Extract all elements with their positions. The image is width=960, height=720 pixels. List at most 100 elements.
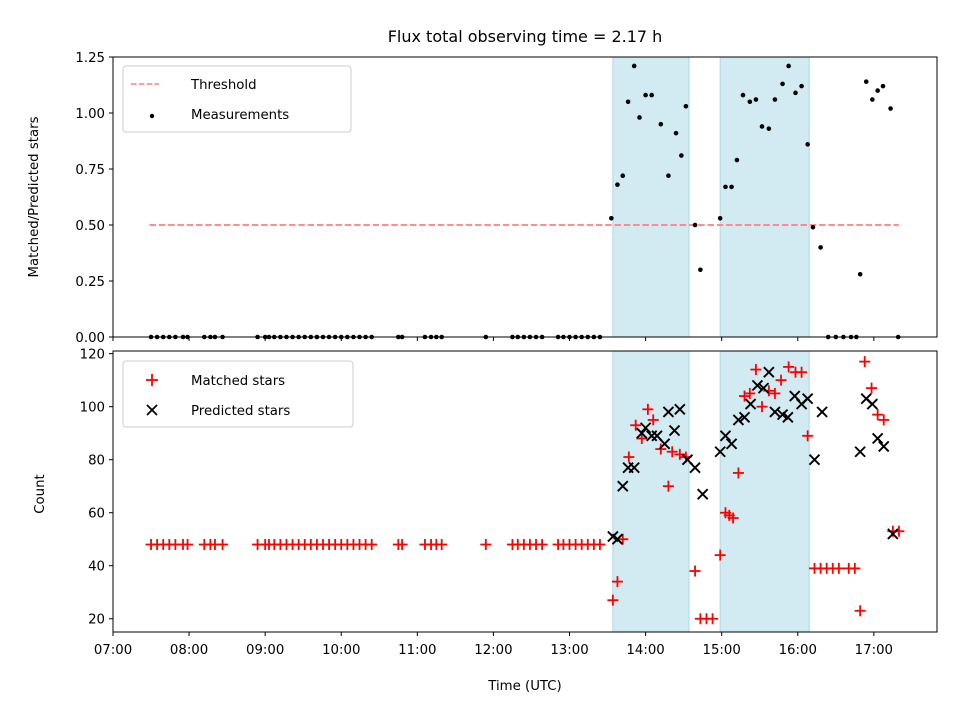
bottom-y-tick-label: 120 xyxy=(80,348,105,363)
top-y-tick-label: 0.75 xyxy=(75,163,105,178)
matched-stars-point xyxy=(607,594,619,606)
matched-stars-point xyxy=(707,613,719,625)
predicted-stars-point xyxy=(696,488,709,500)
measurement-point xyxy=(747,99,753,105)
predicted-legend-label: Predicted stars xyxy=(191,404,290,419)
predicted-stars-point xyxy=(738,411,751,423)
matched-stars-point xyxy=(617,533,629,545)
matched-stars-point xyxy=(662,480,674,492)
top-y-tick-label: 0.25 xyxy=(75,275,105,290)
x-tick-label: 12:00 xyxy=(474,643,512,658)
measurement-point xyxy=(888,106,893,111)
measurement-point xyxy=(692,222,698,228)
measurement-point xyxy=(637,115,642,120)
top-axes-frame xyxy=(112,56,938,338)
matched-stars-point xyxy=(739,390,751,402)
measurement-point xyxy=(649,92,654,98)
matched-stars-point xyxy=(732,467,744,479)
matched-stars-point xyxy=(480,539,492,551)
predicted-stars-point xyxy=(816,406,828,418)
matched-stars-point xyxy=(859,356,871,368)
measurement-point xyxy=(863,79,869,84)
bottom-legend: Matched stars Predicted stars xyxy=(122,360,354,428)
bottom-y-axis-label: Count xyxy=(33,474,48,514)
predicted-stars-point xyxy=(769,406,781,418)
matched-stars-point xyxy=(366,539,378,551)
matched-stars-point xyxy=(396,539,408,551)
measurement-point xyxy=(729,184,734,190)
predicted-stars-point xyxy=(719,430,732,442)
matched-stars-point xyxy=(636,432,648,444)
predicted-stars-point xyxy=(668,424,681,437)
matched-stars-point xyxy=(750,364,762,376)
matched-stars-point xyxy=(666,446,678,458)
bottom-panel: 20 40 60 80 100 120 07:00 08:00 09:00 10:00 11:00… xyxy=(33,348,938,694)
predicted-stars-point xyxy=(674,403,686,415)
matched-stars-point xyxy=(436,539,448,551)
matched-stars-point xyxy=(872,409,884,421)
threshold-legend-label: Threshold xyxy=(190,78,257,93)
shaded-interval-1 xyxy=(612,350,690,633)
matched-stars-point xyxy=(775,374,787,386)
x-tick-label: 14:00 xyxy=(626,643,664,658)
matched-stars-point xyxy=(536,539,548,551)
predicted-stars-point xyxy=(689,461,701,474)
measurement-point xyxy=(818,245,823,250)
predicted-legend-swatch xyxy=(146,404,158,416)
predicted-stars-point xyxy=(732,414,745,426)
measurement-point xyxy=(875,88,880,93)
measurement-point xyxy=(766,126,772,131)
measurement-point xyxy=(631,63,637,69)
top-y-axis-label: Matched/Predicted stars xyxy=(27,116,42,277)
measurement-point xyxy=(679,153,684,158)
predicted-stars-point xyxy=(751,379,764,392)
top-x-ticks xyxy=(112,337,875,341)
matched-stars-point xyxy=(714,549,726,561)
matched-legend-swatch xyxy=(146,374,158,386)
measurement-point xyxy=(793,90,798,96)
measurement-point xyxy=(810,224,816,230)
matched-stars-point xyxy=(647,414,659,426)
measurements-legend-label: Measurements xyxy=(191,108,289,123)
matched-stars-point xyxy=(727,512,739,524)
predicted-stars-point xyxy=(725,438,738,450)
matched-stars-point xyxy=(783,361,795,373)
matched-stars-point xyxy=(674,448,686,460)
measurement-point xyxy=(666,173,671,179)
bottom-legend-box xyxy=(122,360,354,428)
top-y-tick-label: 1.00 xyxy=(75,107,105,122)
measurement-point xyxy=(643,92,648,98)
measurement-point xyxy=(673,130,679,136)
predicted-stars-series xyxy=(607,366,899,545)
matched-stars-point xyxy=(655,443,667,455)
x-tick-label: 11:00 xyxy=(398,643,436,658)
top-y-tick-label: 0.00 xyxy=(75,331,105,346)
measurement-point xyxy=(870,97,875,102)
matched-stars-point xyxy=(182,539,194,551)
top-y-tick-label: 1.25 xyxy=(75,51,105,66)
bottom-x-ticks: 07:00 08:00 09:00 10:00 11:00 12:00 13:00 14:00… xyxy=(94,632,893,658)
measurement-point xyxy=(780,81,785,87)
shaded-interval-1 xyxy=(612,56,690,338)
matched-stars-point xyxy=(849,562,861,574)
matched-stars-point xyxy=(802,430,814,442)
measurement-point xyxy=(658,121,664,127)
bottom-y-tick-label: 80 xyxy=(88,454,105,469)
matched-stars-point xyxy=(623,451,635,463)
predicted-stars-point xyxy=(662,406,675,418)
predicted-stars-point xyxy=(611,533,624,545)
measurement-point xyxy=(734,157,740,163)
measurement-point xyxy=(615,182,620,187)
measurements-legend-swatch xyxy=(149,113,155,119)
predicted-stars-point xyxy=(887,528,899,540)
bottom-y-tick-label: 20 xyxy=(88,613,105,628)
predicted-stars-point xyxy=(878,440,890,453)
matched-legend-label: Matched stars xyxy=(191,374,285,389)
x-tick-label: 16:00 xyxy=(779,643,817,658)
measurement-point xyxy=(625,99,631,105)
x-tick-label: 15:00 xyxy=(703,643,741,658)
measurement-point xyxy=(609,215,614,221)
x-tick-label: 08:00 xyxy=(170,643,208,658)
predicted-stars-point xyxy=(639,422,652,434)
predicted-stars-point xyxy=(763,366,775,378)
